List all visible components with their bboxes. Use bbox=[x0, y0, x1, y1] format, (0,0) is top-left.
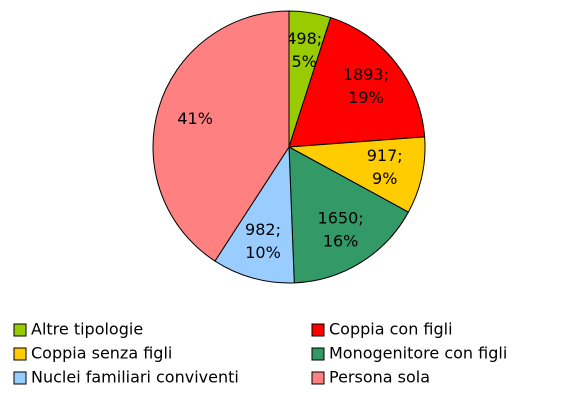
legend-label: Nuclei familiari conviventi bbox=[31, 368, 239, 387]
data-label: 1650; 16% bbox=[318, 208, 364, 250]
legend-label: Coppia con figli bbox=[329, 320, 453, 339]
data-label-line: 1893; bbox=[343, 64, 389, 83]
legend-swatch bbox=[13, 347, 27, 361]
data-label-line: 10% bbox=[245, 242, 281, 261]
legend-label: Altre tipologie bbox=[31, 320, 143, 339]
data-label-line: 917; bbox=[367, 146, 403, 165]
legend-label: Persona sola bbox=[329, 368, 430, 387]
data-label: 498; 5% bbox=[286, 28, 322, 70]
pie-slice bbox=[152, 10, 290, 262]
data-label: 917; 9% bbox=[367, 146, 403, 188]
data-label-line: 9% bbox=[372, 169, 397, 188]
legend-swatch bbox=[311, 347, 325, 361]
data-label-line: 1650; bbox=[318, 208, 364, 227]
data-label-line: 16% bbox=[323, 231, 359, 250]
legend-label: Monogenitore con figli bbox=[329, 344, 507, 363]
pie-slice bbox=[288, 16, 426, 148]
legend-swatch bbox=[13, 371, 27, 385]
legend-label: Coppia senza figli bbox=[31, 344, 172, 363]
data-label-line: 19% bbox=[348, 87, 384, 106]
data-label-line: 5% bbox=[292, 51, 317, 70]
pie-slice bbox=[287, 136, 426, 213]
data-label: 982; 10% bbox=[245, 219, 281, 261]
data-label-line: 41% bbox=[177, 109, 213, 128]
legend-swatch bbox=[311, 323, 325, 337]
legend-swatch bbox=[311, 371, 325, 385]
data-label: 1893; 19% bbox=[343, 64, 389, 106]
data-label-line: 982; bbox=[245, 219, 281, 238]
data-label-line: 498; bbox=[286, 28, 322, 47]
legend-swatch bbox=[13, 323, 27, 337]
data-label: 41% bbox=[177, 109, 213, 128]
pie-slice bbox=[214, 145, 295, 284]
pie-slice bbox=[288, 146, 410, 284]
